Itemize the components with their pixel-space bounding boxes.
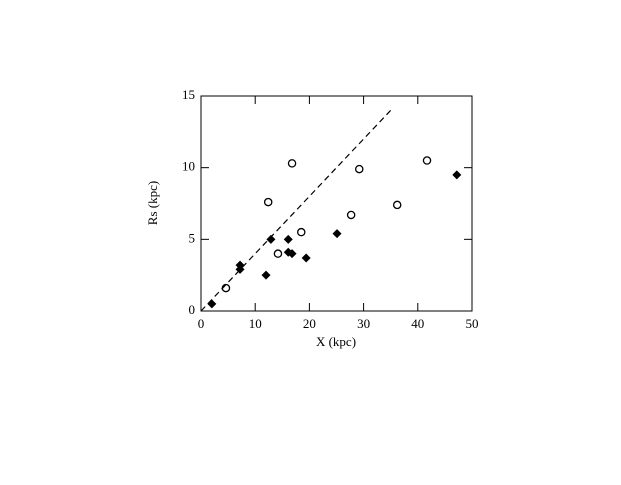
x-tick-label: 40 — [411, 316, 424, 331]
point — [283, 234, 293, 244]
point — [392, 200, 402, 210]
reference-line — [200, 109, 392, 312]
x-tick-label: 10 — [249, 316, 262, 331]
y-axis-label: Rs (kpc) — [145, 181, 160, 225]
x-tick-label: 0 — [198, 316, 205, 331]
point — [452, 170, 462, 180]
x-tick-label: 50 — [466, 316, 479, 331]
point — [297, 227, 306, 237]
point — [355, 164, 364, 174]
y-tick-label: 0 — [189, 302, 196, 317]
point — [287, 159, 297, 168]
point — [301, 253, 311, 263]
point — [273, 249, 283, 258]
x-tick-label: 20 — [303, 316, 316, 331]
point — [261, 270, 271, 280]
point — [422, 156, 432, 165]
x-axis-label: X (kpc) — [316, 334, 356, 349]
point — [263, 197, 273, 207]
point — [332, 229, 342, 239]
point — [266, 234, 276, 244]
y-tick-label: 10 — [182, 159, 195, 174]
point — [346, 210, 356, 220]
x-tick-label: 30 — [357, 316, 370, 331]
y-tick-label: 15 — [182, 87, 195, 102]
y-tick-label: 5 — [189, 230, 196, 245]
plot-frame — [200, 95, 473, 312]
point — [207, 299, 217, 309]
point — [287, 249, 297, 259]
